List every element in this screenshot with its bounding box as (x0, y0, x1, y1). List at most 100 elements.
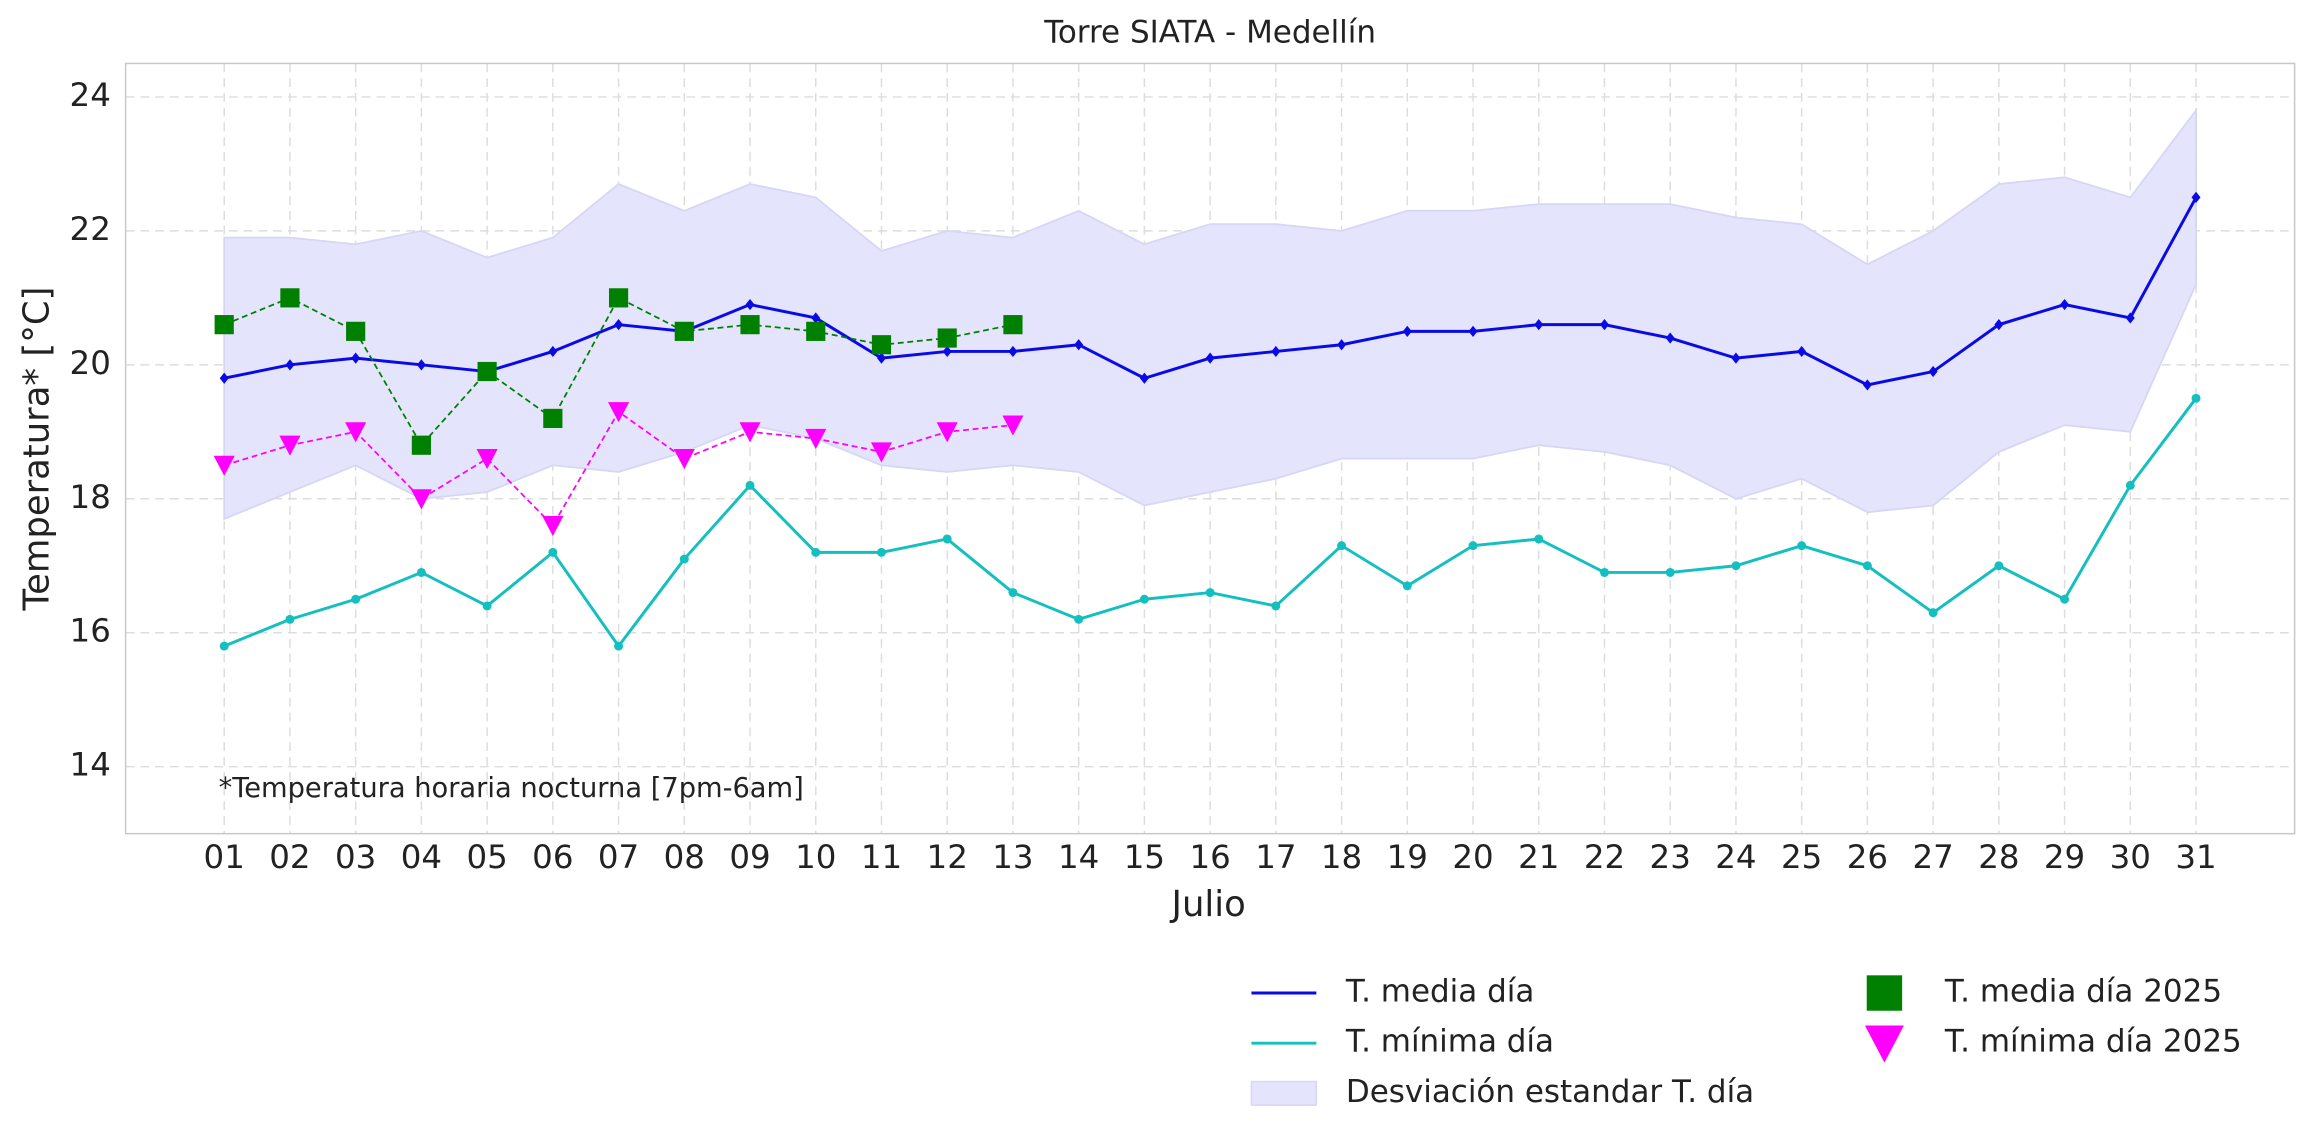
marker (608, 402, 630, 423)
x-tick-label: 26 (1847, 838, 1888, 876)
x-tick-label: 21 (1518, 838, 1559, 876)
marker (285, 614, 295, 624)
std-band (223, 107, 2197, 521)
x-tick-label: 29 (2044, 838, 2085, 876)
legend-label: T. mínima día (1345, 1024, 1554, 1060)
marker (2191, 393, 2201, 403)
x-tick-label: 18 (1321, 838, 1362, 876)
x-tick-label: 28 (1978, 838, 2019, 876)
marker (876, 547, 886, 557)
x-tick-label: 24 (1715, 838, 1756, 876)
marker (1599, 319, 1609, 331)
x-tick-label: 09 (729, 838, 770, 876)
marker (1271, 345, 1281, 358)
marker (942, 534, 952, 544)
x-tick-label: 16 (1189, 838, 1230, 876)
marker (351, 352, 361, 364)
marker (1864, 1025, 1904, 1063)
marker (1074, 614, 1084, 624)
x-tick-label: 25 (1781, 838, 1822, 876)
x-tick-label: 12 (927, 838, 968, 876)
x-tick-label: 04 (401, 838, 442, 876)
x-tick-label: 07 (598, 838, 639, 876)
x-tick-label: 03 (335, 838, 376, 876)
y-tick-label: 14 (70, 746, 111, 784)
marker (1002, 415, 1024, 436)
annotation: *Temperatura horaria nocturna [7pm-6am] (219, 773, 804, 804)
marker (345, 422, 367, 443)
x-tick-label: 14 (1058, 838, 1099, 876)
marker (351, 594, 361, 604)
marker (608, 288, 629, 308)
marker (806, 321, 826, 341)
x-tick-label: 27 (1912, 838, 1953, 876)
marker (2060, 594, 2070, 604)
legend-label: T. media día 2025 (1944, 974, 2222, 1010)
marker (542, 515, 564, 537)
marker (280, 288, 300, 308)
marker (548, 345, 558, 358)
x-tick-label: 06 (532, 838, 573, 876)
x-tick-label: 20 (1452, 838, 1493, 876)
marker (1008, 588, 1018, 598)
marker (1139, 372, 1149, 384)
marker (1928, 365, 1938, 378)
marker (1205, 588, 1215, 598)
marker (1468, 541, 1478, 551)
plot-frame (124, 62, 2296, 835)
marker (1139, 594, 1149, 604)
marker (411, 435, 431, 455)
legend-swatch (1250, 1080, 1318, 1106)
x-tick-label: 01 (204, 838, 245, 876)
marker (2125, 480, 2135, 490)
x-tick-label: 31 (2175, 838, 2216, 876)
x-tick-label: 13 (992, 838, 1033, 876)
marker (936, 422, 958, 443)
marker (679, 554, 689, 564)
x-tick-label: 19 (1387, 838, 1428, 876)
y-tick-label: 20 (70, 344, 111, 382)
marker (214, 315, 234, 335)
marker (745, 298, 755, 311)
x-tick-label: 17 (1255, 838, 1296, 876)
marker (1862, 561, 1872, 571)
legend-swatch (1866, 975, 1903, 1011)
y-tick-label: 24 (70, 76, 111, 114)
marker (745, 480, 755, 490)
x-tick-label: 11 (861, 838, 902, 876)
legend-label: T. media día (1345, 974, 1534, 1010)
marker (416, 567, 426, 577)
marker (1205, 352, 1215, 364)
marker (410, 489, 432, 510)
marker (1402, 581, 1412, 591)
marker (279, 435, 301, 456)
marker (871, 335, 892, 355)
marker (1074, 339, 1084, 351)
marker (213, 455, 235, 476)
marker (739, 422, 761, 443)
y-tick-label: 16 (70, 612, 111, 650)
x-tick-label: 23 (1650, 838, 1691, 876)
marker (674, 321, 694, 341)
x-axis-label: Julio (1170, 884, 1246, 925)
marker (2125, 312, 2135, 324)
x-tick-label: 30 (2110, 838, 2151, 876)
marker (740, 315, 760, 335)
marker (1797, 345, 1807, 358)
marker (548, 547, 558, 557)
x-tick-label: 22 (1584, 838, 1625, 876)
marker (1665, 567, 1675, 577)
marker (811, 312, 821, 324)
legend-label: T. mínima día 2025 (1944, 1024, 2242, 1060)
x-tick-label: 15 (1124, 838, 1165, 876)
marker (1866, 975, 1903, 1011)
marker (614, 319, 624, 331)
marker (937, 328, 957, 348)
marker (1862, 379, 1872, 391)
marker (870, 442, 893, 463)
marker (1731, 561, 1741, 571)
legend-swatch (1864, 1025, 1904, 1063)
marker (805, 428, 827, 450)
x-tick-label: 02 (269, 838, 310, 876)
